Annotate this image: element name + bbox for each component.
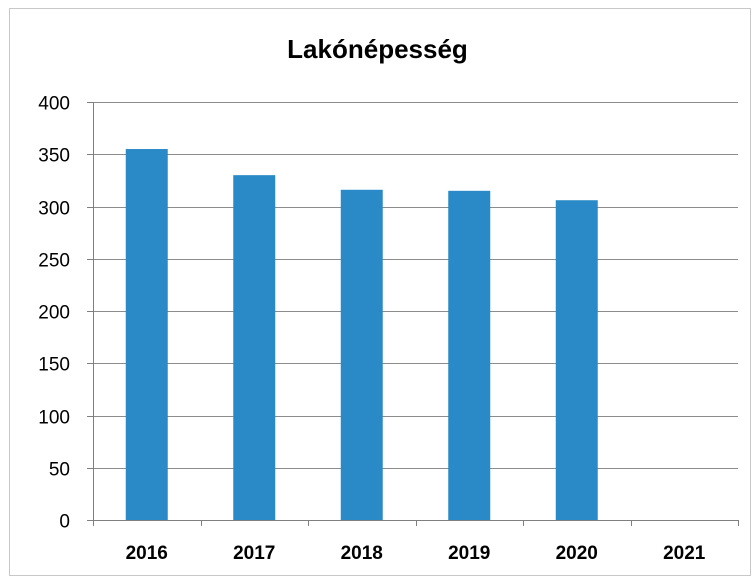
x-tick-label: 2016 [126,543,168,564]
gridlines [93,102,738,469]
y-tick-label: 200 [38,303,70,324]
bar [125,149,168,520]
y-tick-label: 150 [38,355,70,376]
y-tick-label: 250 [38,251,70,272]
bar [233,175,276,520]
x-tick-labels: 2016 2017 2018 2019 2020 2021 [126,543,706,564]
y-tick-label: 400 [38,94,70,115]
x-tick-label: 2021 [663,543,706,564]
y-tick-label: 50 [49,460,70,481]
x-tick-label: 2018 [341,543,383,564]
axes [87,102,739,526]
bar [340,189,383,520]
y-tick-label: 300 [38,199,70,220]
x-tick-label: 2017 [233,543,275,564]
y-tick-label: 100 [38,408,70,429]
bar [448,190,491,520]
chart-title: Lakónépesség [287,34,468,64]
y-tick-labels: 0 50 100 150 200 250 300 350 400 [38,94,70,533]
y-tick-label: 350 [38,146,70,167]
y-tick-label: 0 [59,512,70,533]
bars [125,149,598,521]
x-tick-label: 2020 [556,543,598,564]
bar [555,200,598,521]
x-tick-label: 2019 [448,543,490,564]
